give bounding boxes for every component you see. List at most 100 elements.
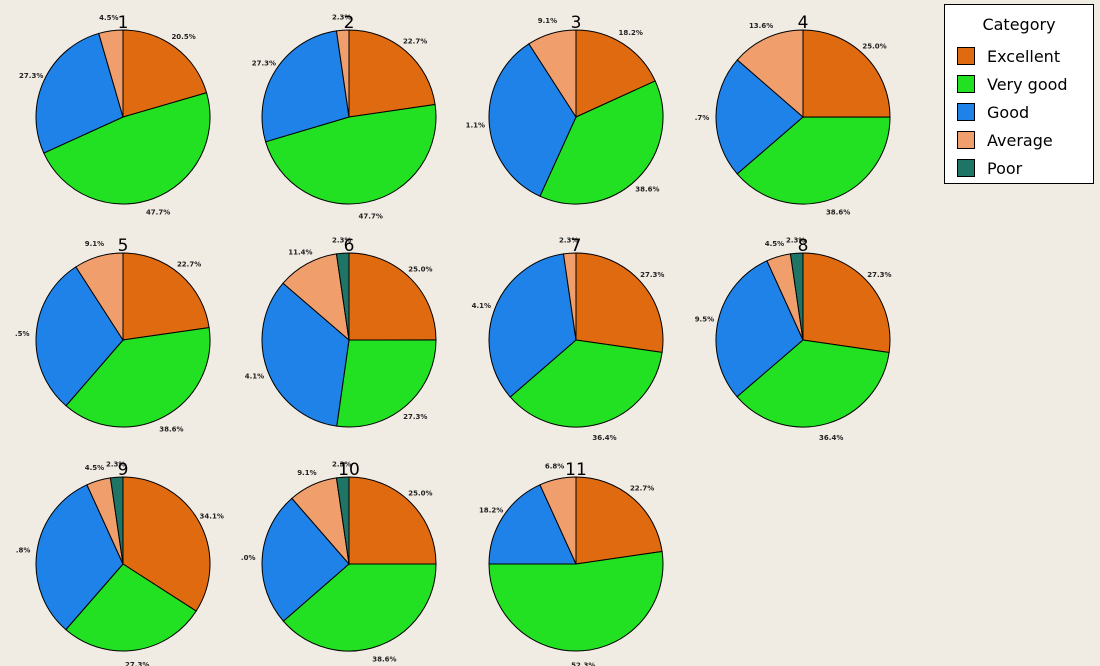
legend-item-very-good: Very good — [957, 73, 1068, 95]
pie-11-slice-very-good — [488, 550, 664, 652]
legend-label-average: Average — [987, 130, 1053, 150]
pie-7-slice-average — [562, 252, 577, 341]
pie-3-slice-very-good — [539, 80, 664, 205]
pie-3-label-excellent: 18.2% — [619, 29, 643, 37]
pie-chart-10: 25.0% 38.6% .0% 9.1% 2.3%10 — [241, 460, 437, 664]
pie-8-label-average: 4.5% — [765, 240, 784, 248]
pie-10-slice-poor — [335, 476, 350, 565]
pie-chart-1: 20.5% 47.7% 27.3% 4.5% 1 — [19, 13, 211, 217]
pie-2-label-good: 27.3% — [252, 60, 276, 68]
pie-10-label-excellent: 25.0% — [408, 490, 432, 498]
pie-9-label-very-good: 27.3% — [125, 661, 149, 666]
pie-chart-7: 27.3% 36.4% 4.1% 2.3%7 — [472, 236, 665, 442]
pie-7-label-average: 2.3% — [559, 236, 578, 244]
pie-8-label-very-good: 36.4% — [819, 434, 843, 442]
pie-10-label-average: 9.1% — [297, 469, 316, 477]
pie-9-label-poor: 2.3% — [106, 460, 125, 468]
pie-11-slice-excellent — [575, 476, 663, 565]
pie-5-label-very-good: 38.6% — [159, 426, 183, 434]
legend-label-excellent: Excellent — [987, 46, 1061, 66]
pie-5-label-good: .5% — [15, 330, 30, 338]
pie-5-label-average: 9.1% — [85, 240, 104, 248]
pie-9-label-excellent: 34.1% — [200, 513, 224, 521]
pie-4-label-excellent: 25.0% — [862, 43, 886, 51]
legend: Category Excellent Very good Good Averag… — [944, 4, 1094, 184]
pie-4-label-good: .7% — [695, 114, 710, 122]
pie-2-slice-excellent — [348, 29, 436, 118]
pie-1-label-excellent: 20.5% — [171, 33, 195, 41]
pie-3-slice-average — [528, 29, 577, 119]
pie-6-label-average: 11.4% — [288, 249, 312, 257]
pie-chart-8: 27.3% 36.4% 9.5% 4.5% 2.3%8 — [695, 236, 892, 442]
legend-swatch-very-good — [957, 75, 975, 93]
pie-chart-2: 22.7% 47.7% 27.3% 2.3%2 — [252, 13, 437, 221]
legend-title: Category — [982, 15, 1056, 34]
pie-4-title: 4 — [798, 13, 809, 33]
pie-7-slice-good — [488, 253, 577, 398]
legend-item-average: Average — [957, 129, 1053, 151]
pie-4-label-very-good: 38.6% — [826, 209, 850, 217]
pie-1-label-average: 4.5% — [99, 14, 118, 22]
pie-1-label-very-good: 47.7% — [146, 209, 170, 217]
pie-1-title: 1 — [118, 13, 129, 33]
pie-3-label-average: 9.1% — [538, 17, 557, 25]
pie-6-label-excellent: 25.0% — [408, 266, 432, 274]
pie-5-slice-good — [35, 266, 124, 407]
pie-11-slice-good — [488, 484, 577, 565]
pie-2-title: 2 — [344, 13, 355, 33]
pie-6-slice-excellent — [348, 252, 437, 341]
pie-8-label-good: 9.5% — [695, 315, 714, 323]
pie-2-slice-average — [335, 29, 350, 118]
pie-9-slice-good — [35, 484, 124, 631]
pie-2-label-excellent: 22.7% — [403, 38, 427, 46]
pie-11-label-good: 18.2% — [479, 506, 503, 514]
pie-chart-9: 34.1% 27.3% .8% 4.5% 2.3%9 — [16, 460, 224, 666]
pie-4-slice-good — [715, 59, 804, 175]
pie-11-label-very-good: 52.3% — [571, 662, 595, 666]
pie-8-label-excellent: 27.3% — [867, 271, 891, 279]
pie-3-title: 3 — [571, 13, 582, 33]
pie-7-label-excellent: 27.3% — [640, 271, 664, 279]
pie-10-label-good: .0% — [241, 554, 256, 562]
pie-11-label-excellent: 22.7% — [630, 485, 654, 493]
pie-chart-11: 22.7% 52.3% 18.2% 6.8% 11 — [479, 460, 664, 666]
pie-5-slice-very-good — [65, 327, 211, 428]
pie-10-slice-good — [261, 497, 350, 622]
pie-5-slice-average — [75, 252, 124, 342]
pie-5-title: 5 — [118, 236, 129, 256]
pie-9-label-average: 4.5% — [85, 464, 104, 472]
pie-7-title: 7 — [571, 236, 582, 256]
legend-item-excellent: Excellent — [957, 45, 1060, 67]
pie-chart-5: 22.7% 38.6% .5% 9.1% 5 — [15, 236, 211, 434]
pie-3-slice-good — [488, 43, 577, 197]
pie-11-label-average: 6.8% — [545, 462, 564, 470]
pie-1-slice-average — [98, 29, 124, 118]
legend-item-poor: Poor — [957, 157, 1022, 179]
legend-item-good: Good — [957, 101, 1029, 123]
pie-4-slice-very-good — [736, 116, 891, 205]
pie-5-slice-excellent — [122, 252, 210, 341]
pie-8-slice-excellent — [802, 252, 891, 354]
legend-swatch-poor — [957, 159, 975, 177]
legend-label-good: Good — [987, 102, 1030, 122]
pie-6-title: 6 — [344, 236, 355, 256]
pie-6-slice-very-good — [336, 339, 437, 428]
pie-3-label-good: 1.1% — [466, 121, 485, 129]
pie-10-label-poor: 2.3% — [332, 460, 351, 468]
pie-8-label-poor: 2.3% — [786, 236, 805, 244]
pie-chart-4: 25.0% 38.6% .7% 13.6% 4 — [695, 13, 891, 217]
pie-9-title: 9 — [118, 460, 129, 480]
pie-8-slice-good — [715, 260, 804, 398]
pie-9-slice-poor — [109, 476, 124, 565]
pie-7-slice-very-good — [509, 339, 663, 428]
pie-6-label-very-good: 27.3% — [403, 413, 427, 421]
pie-10-label-very-good: 38.6% — [372, 656, 396, 664]
pie-8-title: 8 — [798, 236, 809, 256]
pie-1-slice-good — [35, 32, 124, 154]
pie-4-slice-excellent — [802, 29, 891, 118]
pie-6-slice-good — [261, 282, 350, 427]
pie-1-slice-excellent — [122, 29, 208, 118]
pie-8-slice-very-good — [736, 339, 890, 428]
pie-2-label-average: 2.3% — [332, 13, 351, 21]
